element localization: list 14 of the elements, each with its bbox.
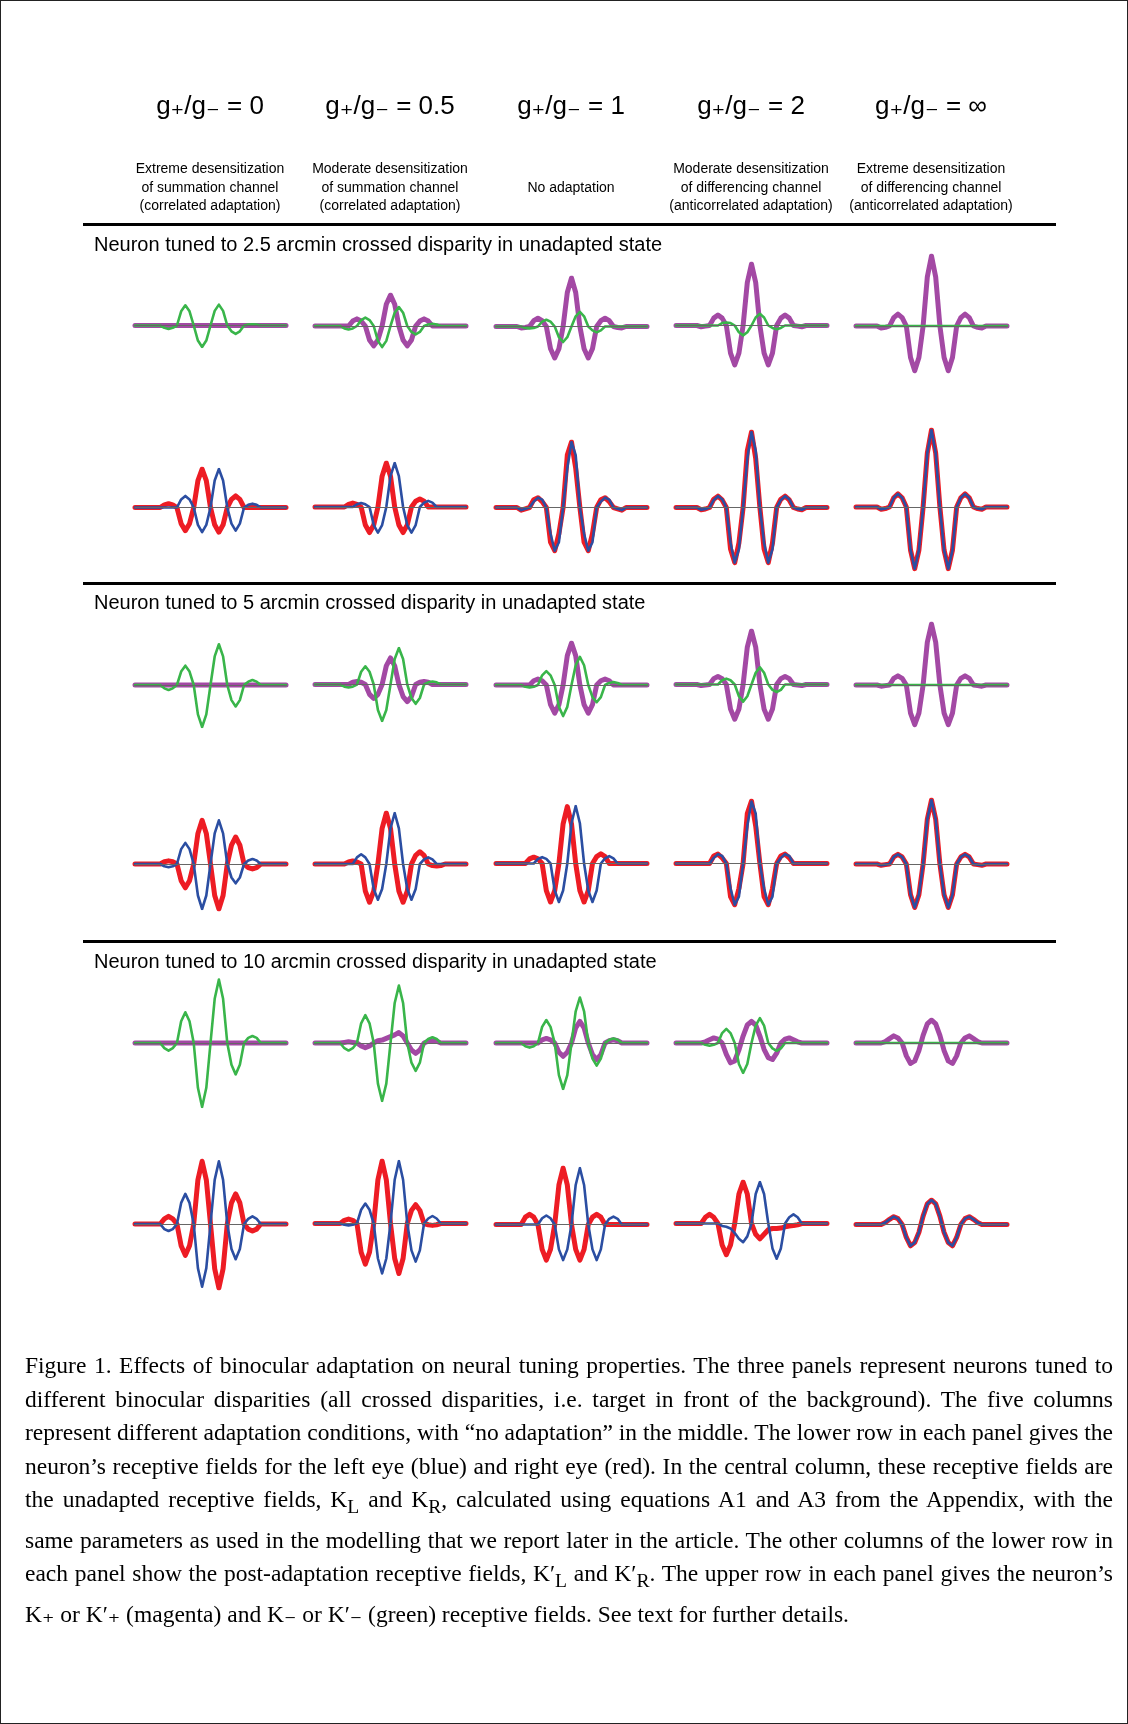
text: Extreme desensitization of summation channel (correlated adaptation) (134, 159, 286, 215)
text: g₊/g₋ = 0 (155, 89, 265, 121)
text: Neuron tuned to 5 arcmin crossed disparity in unadapted state (94, 591, 646, 614)
text: Moderate desensitization of summation channel (correlated adaptation) (311, 159, 469, 215)
text: g₊/g₋ = 2 (696, 89, 806, 121)
text: Moderate desensitization of differencing channel (anticorrelated adaptation) (668, 159, 834, 215)
text: g₊/g₋ = 0.5 (324, 89, 456, 121)
text: Neuron tuned to 10 arcmin crossed disparity in unadapted state (94, 950, 657, 973)
text: Neuron tuned to 2.5 arcmin crossed disparity in unadapted state (94, 233, 663, 256)
text: Figure 1. Effects of binocular adaptation on neural tuning properties. The three panels represent neurons tuned to different binocular disparities (all crossed disparities, i.e. target in front of the background). The five columns represent different adaptation conditions, with “no adaptation” in the middle. The lower row in each panel gives the neuron’s receptive fields for the left eye (blue) and right eye (red). In the central column, these receptive fields are the unadapted receptive fields, K$_{L}$ and K$_{R}$, calculated using equations A1 and A3 from the Appendix, with the same parameters as used in the modelling that we report later in the article. The other columns of the lower row in each panel show the post-adaptation receptive fields, K′$_{L}$ and K′$_{R}$. The upper row in each panel gives the neuron’s K₊ or K′₊ (magenta) and K₋ or K′₋ (green) receptive fields. See text for further details. (25, 1351, 1114, 1627)
text: g₊/g₋ = 1 (516, 89, 626, 121)
text: g₊/g₋ = ∞ (874, 89, 988, 121)
text: Extreme desensitization of differencing channel (anticorrelated adaptation) (848, 159, 1014, 215)
text: No adaptation (526, 177, 616, 197)
